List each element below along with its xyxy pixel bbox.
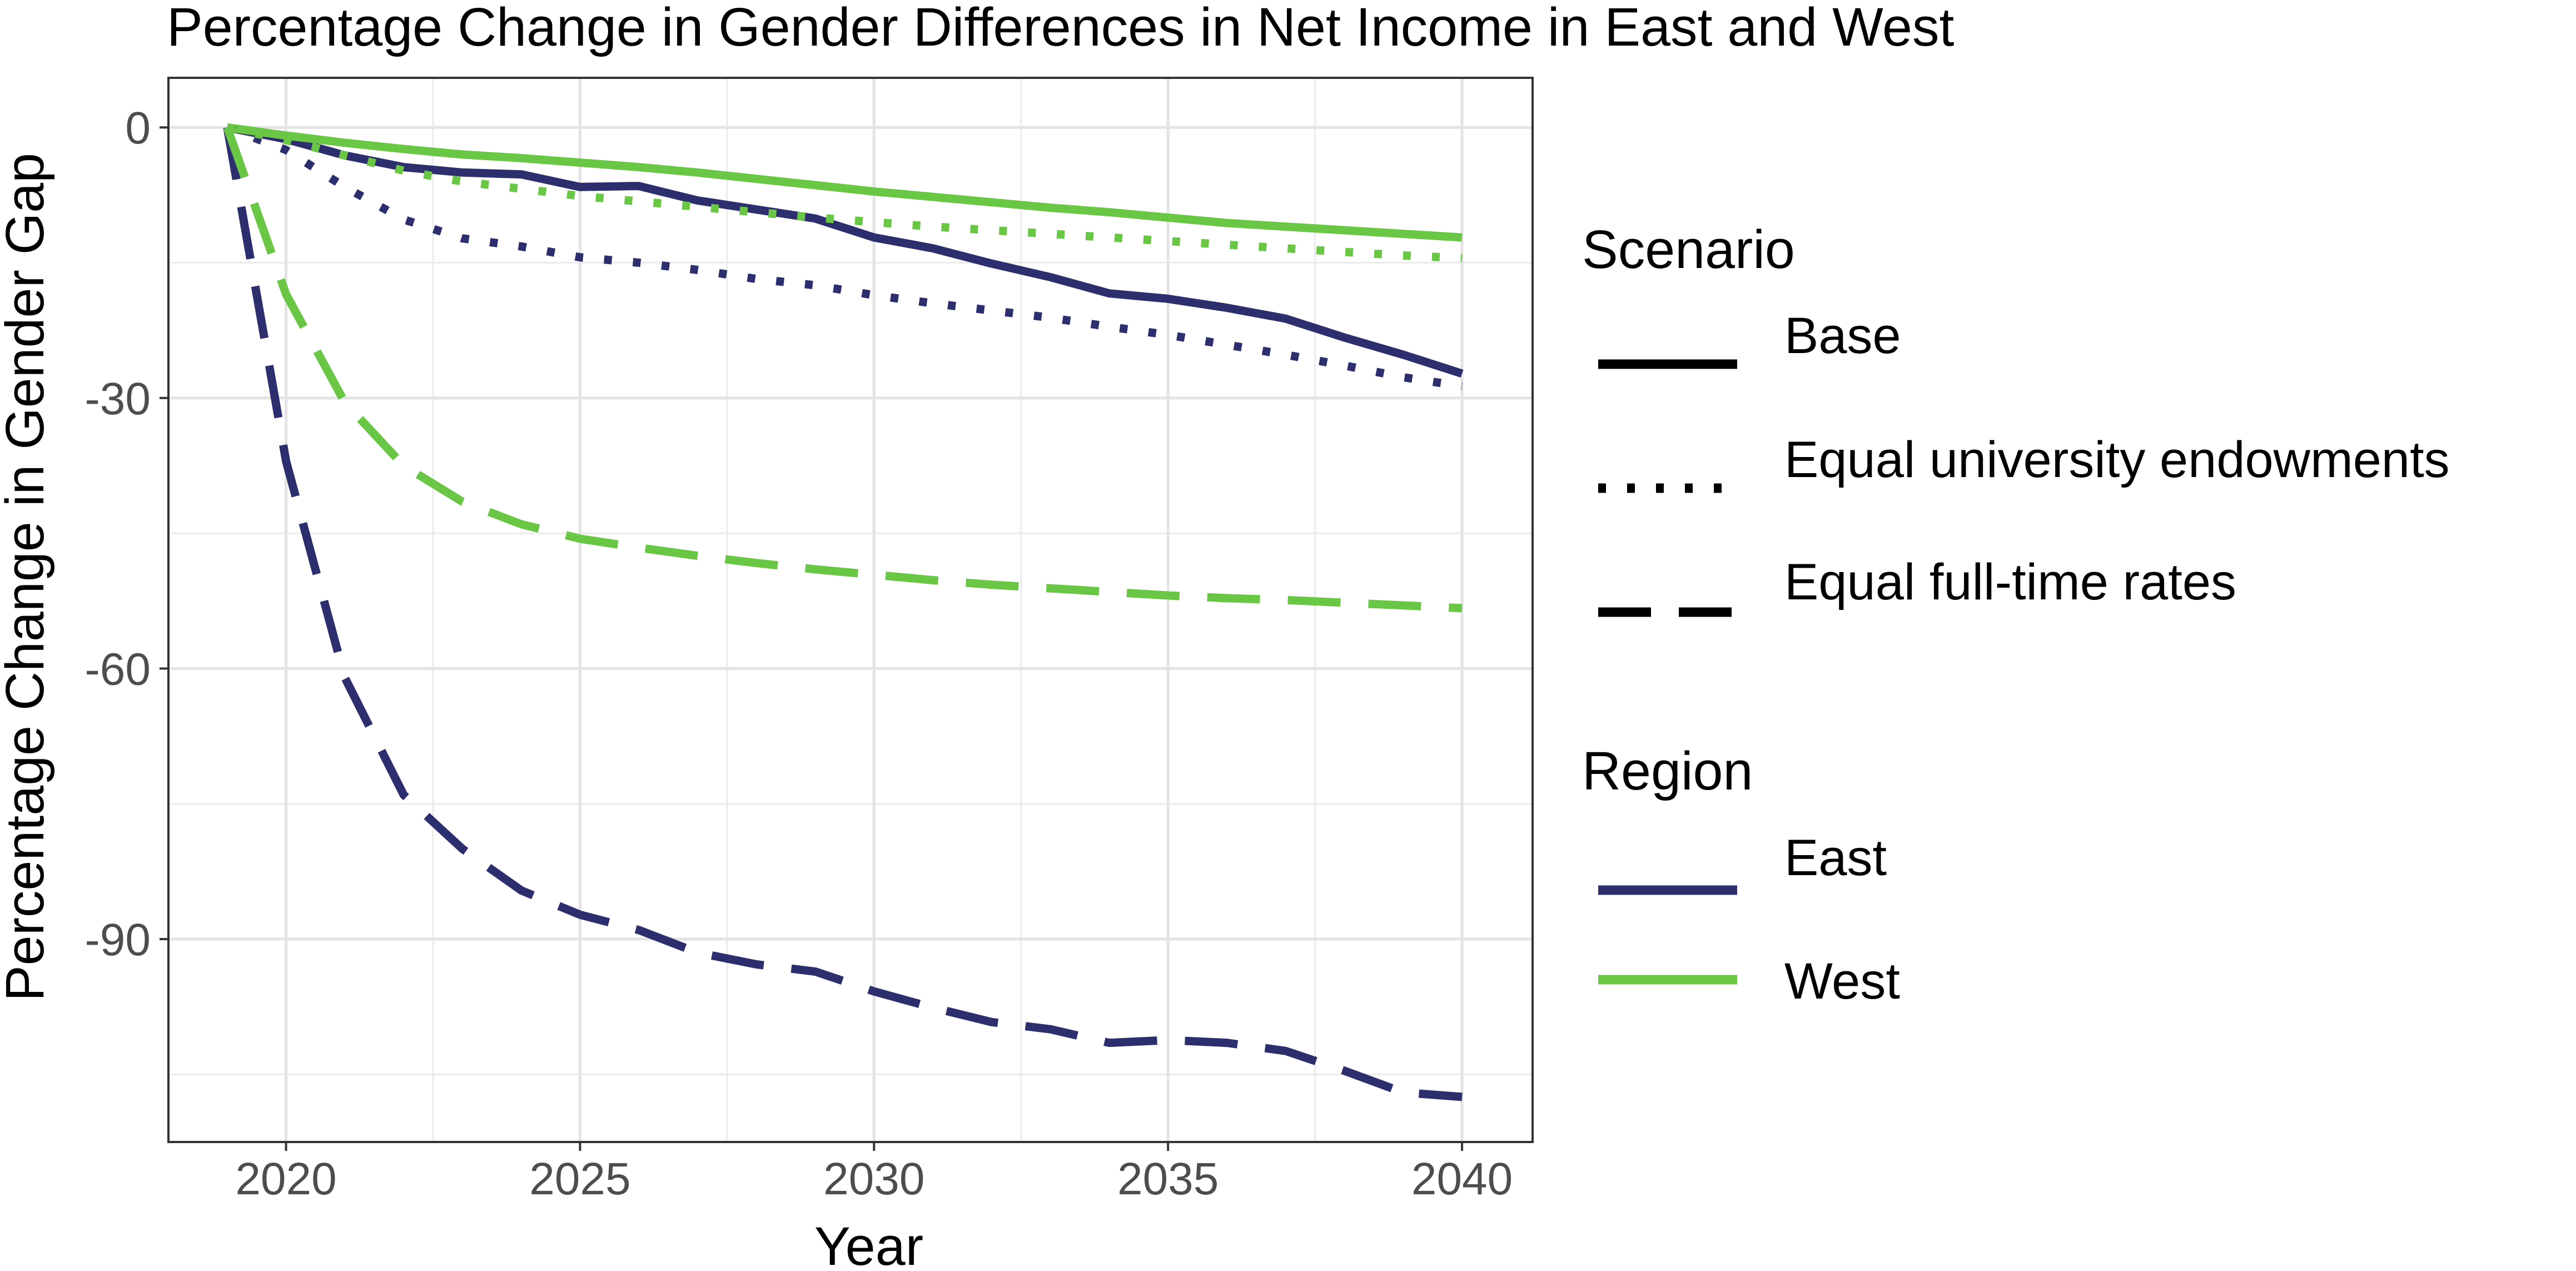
y-axis-title: Percentage Change in Gender Gap — [0, 153, 55, 1001]
legend-label-base: Base — [1784, 307, 1901, 364]
x-tick-label: 2040 — [1411, 1154, 1513, 1204]
legend-scenario-title: Scenario — [1582, 219, 1795, 280]
x-tick-label: 2020 — [235, 1154, 336, 1204]
plot-border — [167, 77, 1534, 1143]
x-tick-label: 2035 — [1117, 1154, 1219, 1204]
y-tick-label: -60 — [84, 644, 151, 694]
plot-series — [223, 123, 1464, 1101]
y-tick-label: -90 — [84, 915, 151, 965]
series-line-east-base — [226, 123, 1464, 378]
chart-title: Percentage Change in Gender Differences … — [167, 0, 1954, 57]
legend: Scenario Base Equal university endowment… — [1582, 219, 2450, 1010]
x-axis-title: Year — [814, 1216, 923, 1271]
plot-background — [168, 78, 1533, 1142]
y-tick-label: 0 — [125, 103, 151, 153]
legend-label-west: West — [1784, 953, 1900, 1010]
legend-label-equal-full-time-rates: Equal full-time rates — [1784, 554, 2236, 610]
x-tick-label: 2025 — [529, 1154, 630, 1204]
plot-panel — [168, 78, 1533, 1142]
series-line-west-equal-full-time-rates — [223, 126, 1463, 613]
legend-label-equal-university-endowments: Equal university endowments — [1784, 431, 2450, 488]
series-line-east-equal-full-time-rates — [223, 126, 1463, 1101]
x-tick-label: 2030 — [823, 1154, 924, 1204]
legend-region-title: Region — [1582, 741, 1753, 801]
legend-label-east: East — [1784, 830, 1887, 886]
y-tick-label: -30 — [84, 374, 151, 424]
plot-axes: 2020 2025 2030 2035 2040 0 -30 -60 -90 — [84, 77, 1534, 1204]
series-line-west-base — [226, 123, 1463, 242]
